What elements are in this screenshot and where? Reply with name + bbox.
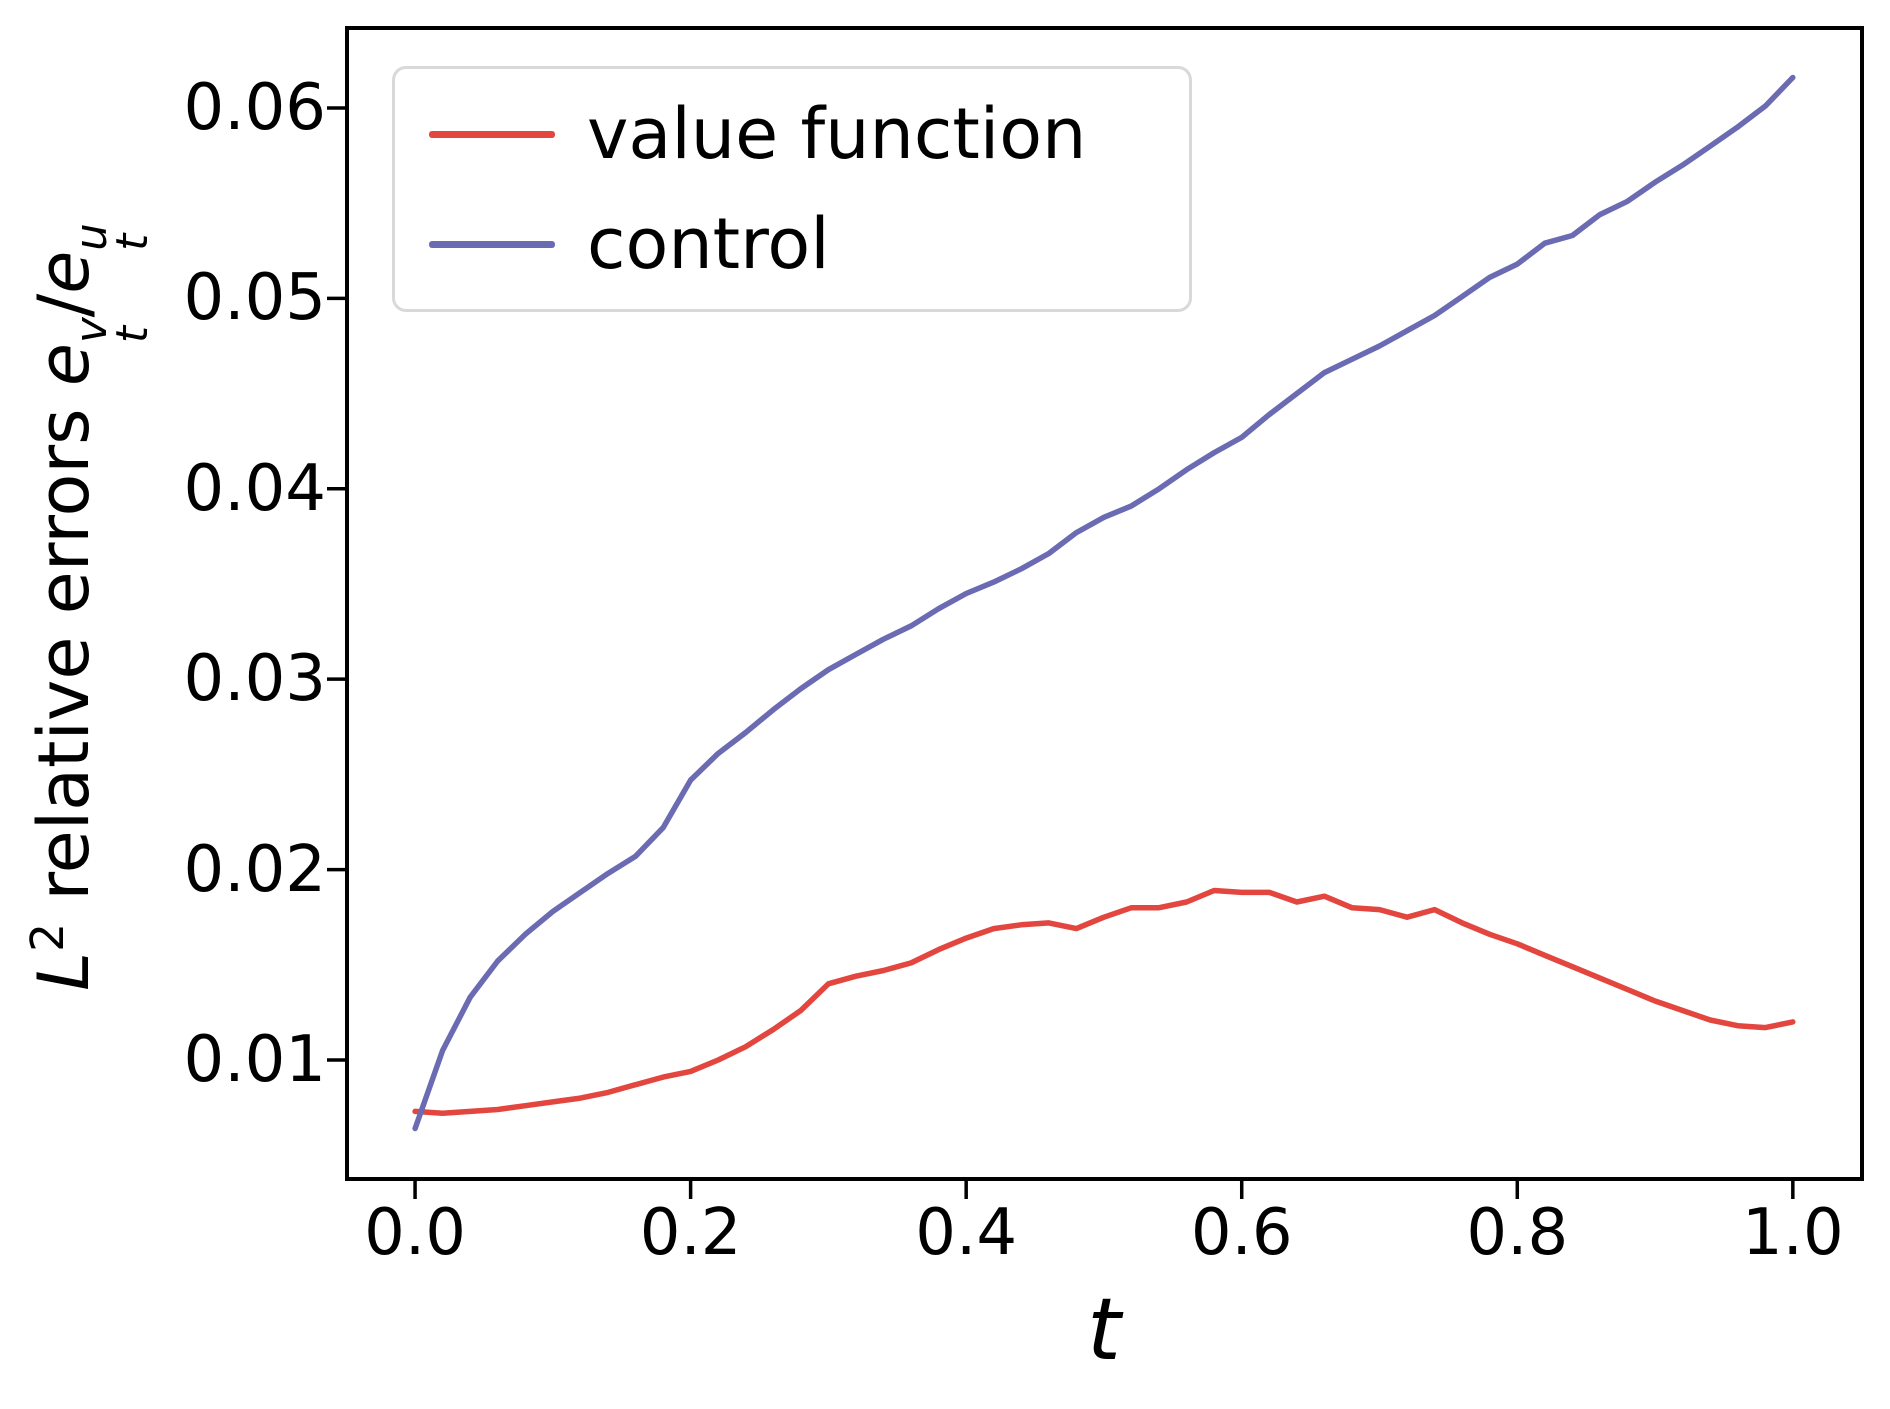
ylabel-sub-t2: t [108,233,159,251]
curve-control [412,74,1796,1132]
ylabel-L: L [23,951,106,991]
ylabel-e1: e [23,343,106,387]
y-tick-label-0.03: 0.03 [183,642,327,717]
x-tick-label-0.2: 0.2 [639,1196,742,1270]
x-tick-label-0.0: 0.0 [364,1196,466,1270]
x-tick-label-0.8: 0.8 [1466,1196,1569,1270]
plot-area [327,26,1864,1199]
x-tick-label-1.0: 1.0 [1741,1196,1844,1270]
legend-item-control: control [429,202,1189,286]
y-tick-label-0.01: 0.01 [183,1022,327,1097]
ylabel-exponent: 2 [21,922,75,952]
curve-value-function [412,887,1796,1117]
y-tick-label-0.02: 0.02 [183,832,327,907]
y-tick-label-0.04: 0.04 [183,451,327,526]
legend-line-sample-red [429,130,555,138]
ylabel-sup-u: u [67,223,118,251]
y-tick-label-0.05: 0.05 [183,261,327,336]
axes-spines [345,26,1864,1181]
x-tick-label-0.6: 0.6 [1190,1196,1293,1270]
legend-label-value-function: value function [587,93,1087,175]
legend: value function control [392,66,1192,312]
legend-item-value-function: value function [429,92,1189,176]
x-tick-label-0.4: 0.4 [915,1196,1018,1270]
x-axis-label: t [1087,1280,1121,1380]
legend-line-sample-blue [429,240,555,248]
y-tick-label-0.06: 0.06 [183,70,327,145]
legend-label-control: control [587,203,830,285]
